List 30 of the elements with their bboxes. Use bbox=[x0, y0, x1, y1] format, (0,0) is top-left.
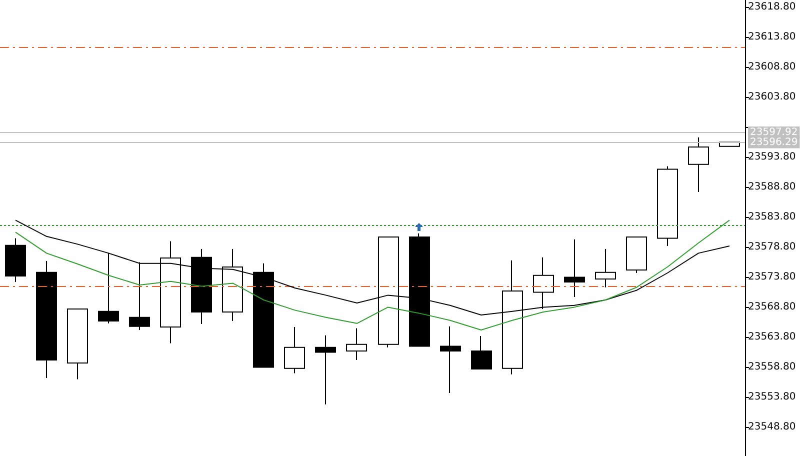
candlestick bbox=[5, 238, 26, 282]
y-tick-label: 23618.80 bbox=[748, 2, 796, 13]
candlestick bbox=[626, 236, 647, 274]
candlestick bbox=[471, 336, 492, 370]
ref-line-label: 23597.92 bbox=[750, 126, 798, 138]
y-tick-label: 23563.80 bbox=[748, 332, 796, 343]
y-tick-label: 23573.80 bbox=[748, 272, 796, 283]
candlestick bbox=[564, 238, 585, 298]
y-tick-label: 23558.80 bbox=[748, 362, 796, 373]
y-tick-label: 23608.80 bbox=[748, 62, 796, 73]
y-tick-label: 23603.80 bbox=[748, 92, 796, 103]
candlestick bbox=[67, 308, 88, 380]
y-tick-label: 23548.80 bbox=[748, 422, 796, 433]
y-tick-label: 23583.80 bbox=[748, 212, 796, 223]
candlestick bbox=[315, 334, 336, 405]
y-tick-label: 23613.80 bbox=[748, 32, 796, 43]
y-tick-label: 23578.80 bbox=[748, 242, 796, 253]
y-tick-label: 23553.80 bbox=[748, 392, 796, 403]
candlestick bbox=[440, 326, 461, 394]
candlestick bbox=[657, 166, 678, 246]
candlestick bbox=[533, 256, 554, 310]
y-tick-label: 23568.80 bbox=[748, 302, 796, 313]
y-tick-label: 23593.80 bbox=[748, 152, 796, 163]
y-tick-label: 23588.80 bbox=[748, 182, 796, 193]
candlestick bbox=[346, 328, 367, 360]
candlestick bbox=[36, 260, 57, 378]
candlestick bbox=[595, 248, 616, 288]
candlestick bbox=[284, 326, 305, 374]
ref-line-label: 23596.29 bbox=[750, 136, 798, 148]
candlestick bbox=[688, 136, 709, 192]
